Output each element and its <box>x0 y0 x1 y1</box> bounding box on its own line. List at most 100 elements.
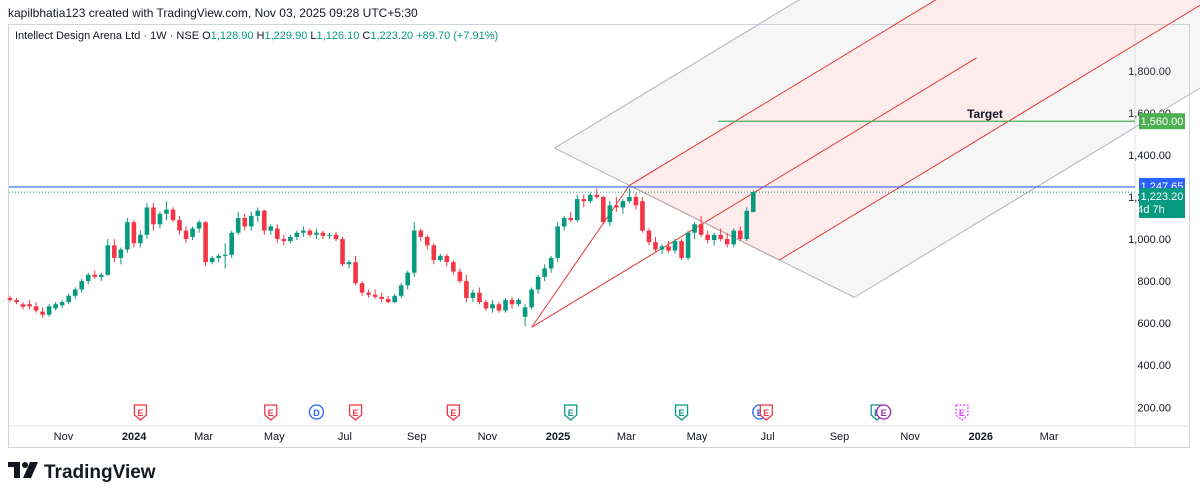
candle-body <box>522 307 528 317</box>
candle-body <box>98 274 104 277</box>
candle-body <box>490 304 495 309</box>
candle-body <box>33 306 39 311</box>
candle-body <box>157 213 163 225</box>
x-tick-label: Nov <box>478 431 498 443</box>
candle-body <box>535 276 541 290</box>
candle-body <box>294 232 300 237</box>
low-label: L <box>310 30 317 42</box>
candle-body <box>40 311 45 315</box>
candle-body <box>516 300 521 305</box>
pitchfork-lower-line <box>779 4 1200 261</box>
x-tick-label: Jul <box>338 431 352 443</box>
x-tick-label: Nov <box>900 431 920 443</box>
event-marker-letter: E <box>353 408 359 418</box>
target-price-badge <box>1139 113 1185 130</box>
candle-body <box>666 246 671 251</box>
event-marker-shield <box>674 404 689 421</box>
candle-body <box>59 302 65 306</box>
x-tick-label: Nov <box>54 431 74 443</box>
candle-body <box>66 295 71 303</box>
tradingview-logo-icon <box>8 462 38 484</box>
x-tick-label: 2026 <box>969 431 993 443</box>
candle-body <box>275 228 280 240</box>
candle-body <box>327 234 332 236</box>
candle-body <box>509 300 515 305</box>
last-price-badge <box>1139 188 1185 219</box>
candle-body <box>112 245 117 258</box>
candle-body <box>633 196 639 206</box>
candle-body <box>587 194 593 202</box>
event-marker-circle <box>308 404 325 420</box>
event-marker-letter: E <box>568 408 574 418</box>
x-tick-label: Sep <box>407 431 427 443</box>
x-tick-label: Sep <box>830 431 850 443</box>
candle-body <box>105 245 111 275</box>
candle-body <box>750 192 756 212</box>
x-tick-label: Mar <box>1040 431 1059 443</box>
candle-body <box>698 224 704 235</box>
candle-body <box>222 254 228 256</box>
candle-body <box>418 230 424 237</box>
candle-body <box>333 234 339 240</box>
candle-body <box>444 255 450 263</box>
candle-body <box>268 226 274 231</box>
candle-body <box>196 222 202 229</box>
symbol-label[interactable]: Intellect Design Arena Ltd · 1W · NSE <box>15 30 200 42</box>
candle-body <box>483 302 489 309</box>
candle-body <box>561 217 567 227</box>
event-marker-shield <box>264 404 278 421</box>
candle-body <box>340 239 345 265</box>
candle-body <box>183 230 189 240</box>
candle-body <box>7 297 13 301</box>
candle-body <box>424 236 430 246</box>
candle-body <box>27 304 32 307</box>
candle-body <box>477 292 482 303</box>
candle-body <box>346 262 352 265</box>
change-value: +89.70 (+7.91%) <box>416 30 499 42</box>
chart-header-text: kapilbhatia123 created with TradingView.… <box>8 6 418 20</box>
candle-body <box>281 239 287 242</box>
candle-body <box>594 194 600 197</box>
candle-body <box>170 209 176 221</box>
candle-body <box>288 236 293 242</box>
x-tick-label: 2024 <box>122 431 147 443</box>
candle-body <box>353 262 358 284</box>
candle-body <box>138 234 143 244</box>
candle-body <box>79 281 85 290</box>
candle-body <box>568 217 574 221</box>
candle-body <box>131 222 137 244</box>
countdown-label: 4d 7h <box>1137 204 1165 216</box>
y-tick-label: 1,800.00 <box>1128 66 1171 78</box>
candle-body <box>731 230 737 245</box>
candle-body <box>659 246 665 250</box>
tradingview-brand[interactable]: TradingView <box>8 462 156 484</box>
candle-body <box>620 201 626 208</box>
candle-body <box>601 196 606 223</box>
open-value: 1,128.90 <box>210 30 254 42</box>
candle-body <box>235 217 241 233</box>
candle-body <box>144 207 150 235</box>
candle-body <box>190 228 195 237</box>
candle-body <box>646 230 652 243</box>
event-marker-shield <box>955 404 969 421</box>
candle-body <box>724 239 730 245</box>
high-value: 1,229.90 <box>264 30 308 42</box>
event-marker-letter: D <box>313 408 320 418</box>
open-label: O <box>202 30 211 42</box>
high-label: H <box>256 30 265 42</box>
event-marker-shield <box>759 404 773 421</box>
low-value: 1,126.10 <box>316 30 360 42</box>
close-value: 1,223.20 <box>370 30 414 42</box>
candle-body <box>744 210 750 240</box>
y-tick-label: 200.00 <box>1137 402 1171 414</box>
candle-body <box>242 217 248 227</box>
candle-body <box>640 201 645 231</box>
event-marker-shield <box>564 404 578 421</box>
candle-body <box>464 281 469 298</box>
candle-body <box>737 230 743 240</box>
candle-body <box>581 199 587 202</box>
pitchfork-upper-outer-zone <box>554 0 936 186</box>
event-marker-shield <box>348 404 363 421</box>
close-label: C <box>362 30 371 42</box>
